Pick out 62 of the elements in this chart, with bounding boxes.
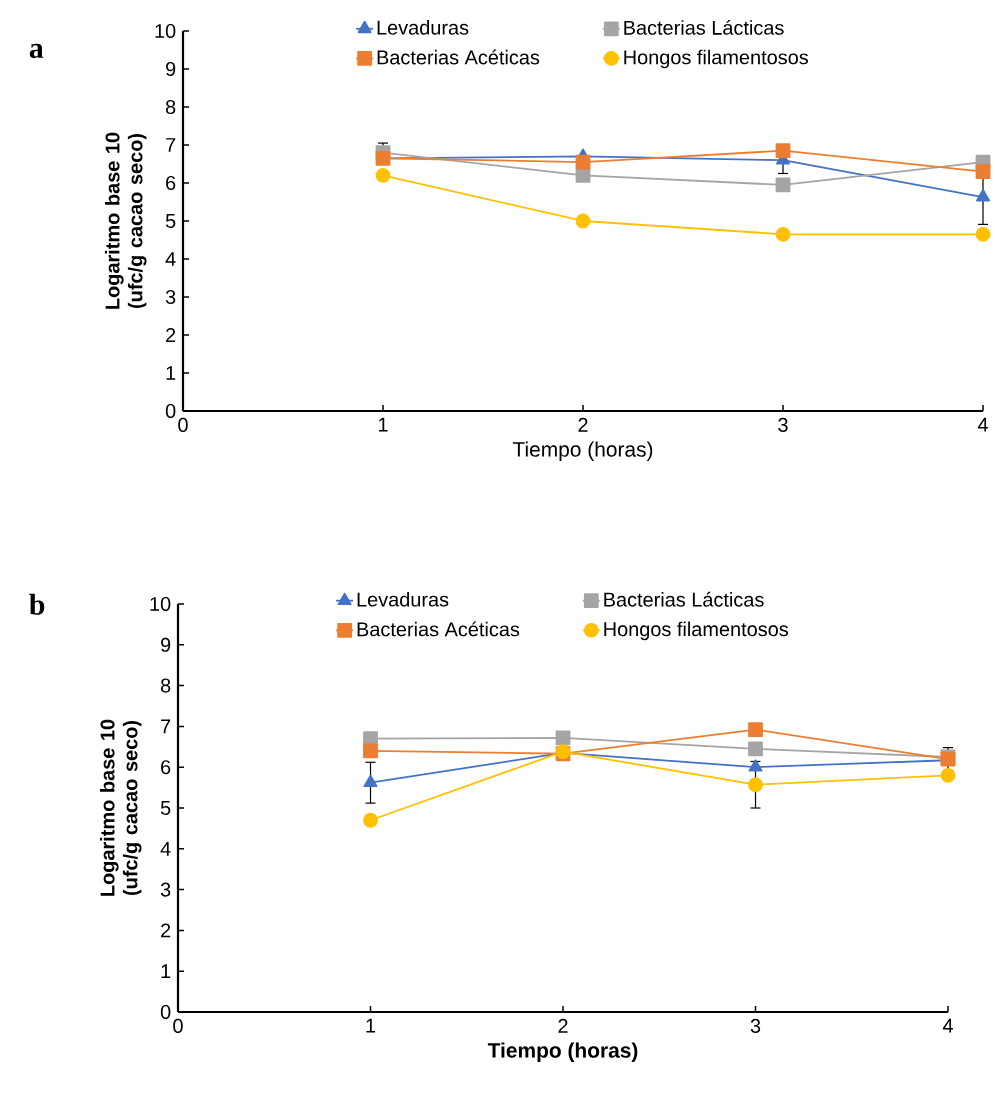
point (975, 226, 991, 242)
point (575, 154, 591, 170)
point (555, 730, 571, 746)
legend-label: Bacterias Lácticas (624, 19, 784, 35)
x-axis-title: Tiempo (horas) (512, 441, 653, 461)
y-tick-label: 10 (150, 596, 171, 612)
point (775, 177, 791, 193)
text: b (29, 593, 45, 615)
x-tick-label: 2 (578, 417, 588, 432)
y-tick-label: 8 (160, 678, 171, 693)
y-axis-title: Logaritmo base 10 (ufc/g cacao seco) (104, 132, 147, 309)
y-tick-label: 3 (165, 289, 176, 305)
x-tick-label: 1 (366, 1018, 375, 1033)
y-tick-label: 9 (165, 61, 176, 77)
point (748, 722, 763, 738)
point (363, 743, 378, 759)
x-tick-label: 4 (942, 1018, 953, 1033)
x-tick-label: 1 (378, 417, 388, 432)
point (575, 167, 591, 183)
y-tick-label: 1 (161, 964, 171, 979)
legend-label: Levaduras (377, 20, 469, 35)
legend-label: Bacterias Acéticas (377, 49, 540, 65)
y-tick-label: 4 (165, 252, 176, 266)
x-tick-label: 2 (558, 1018, 568, 1033)
y-tick-label: 5 (165, 214, 176, 228)
point (375, 167, 391, 183)
x-tick-label: 3 (750, 1018, 761, 1033)
point (575, 213, 591, 229)
point (363, 812, 378, 828)
point (775, 226, 791, 242)
point (748, 777, 763, 793)
legend-label: Bacterias Lácticas (604, 591, 764, 607)
point (748, 741, 763, 757)
y-tick-label: 4 (160, 841, 171, 856)
y-tick-label: 7 (161, 719, 171, 734)
legend-label: Hongos filamentosos (624, 49, 808, 69)
point (940, 767, 956, 783)
y-tick-label: 2 (160, 923, 171, 938)
y-tick-label: 6 (166, 175, 176, 191)
point (975, 164, 991, 179)
y-tick-label: 6 (161, 760, 171, 775)
x-axis-title: Tiempo (horas) (487, 1042, 638, 1062)
y-tick-label: 10 (155, 23, 176, 39)
y-tick-label: 2 (165, 328, 176, 342)
x-tick-label: 4 (977, 417, 988, 432)
y-tick-label: 7 (166, 138, 176, 152)
y-tick-label: 8 (165, 99, 176, 115)
legend-label: Bacterias Acéticas (357, 621, 520, 637)
x-tick-label: 3 (778, 417, 788, 432)
y-tick-label: 5 (160, 801, 171, 815)
y-tick-label: 0 (160, 1004, 171, 1020)
text: a (29, 43, 44, 59)
point (775, 143, 791, 159)
y-tick-label: 0 (165, 403, 176, 419)
legend-label: Levaduras (357, 591, 449, 607)
x-tick-label: 0 (178, 417, 188, 432)
point (975, 189, 990, 202)
legend-label: Hongos filamentosos (604, 621, 788, 641)
y-axis-title: Logaritmo base 10 (ufc/g cacao seco) (99, 719, 142, 896)
y-tick-label: 1 (166, 366, 176, 380)
y-tick-label: 3 (160, 882, 171, 897)
y-tick-label: 9 (160, 637, 171, 652)
